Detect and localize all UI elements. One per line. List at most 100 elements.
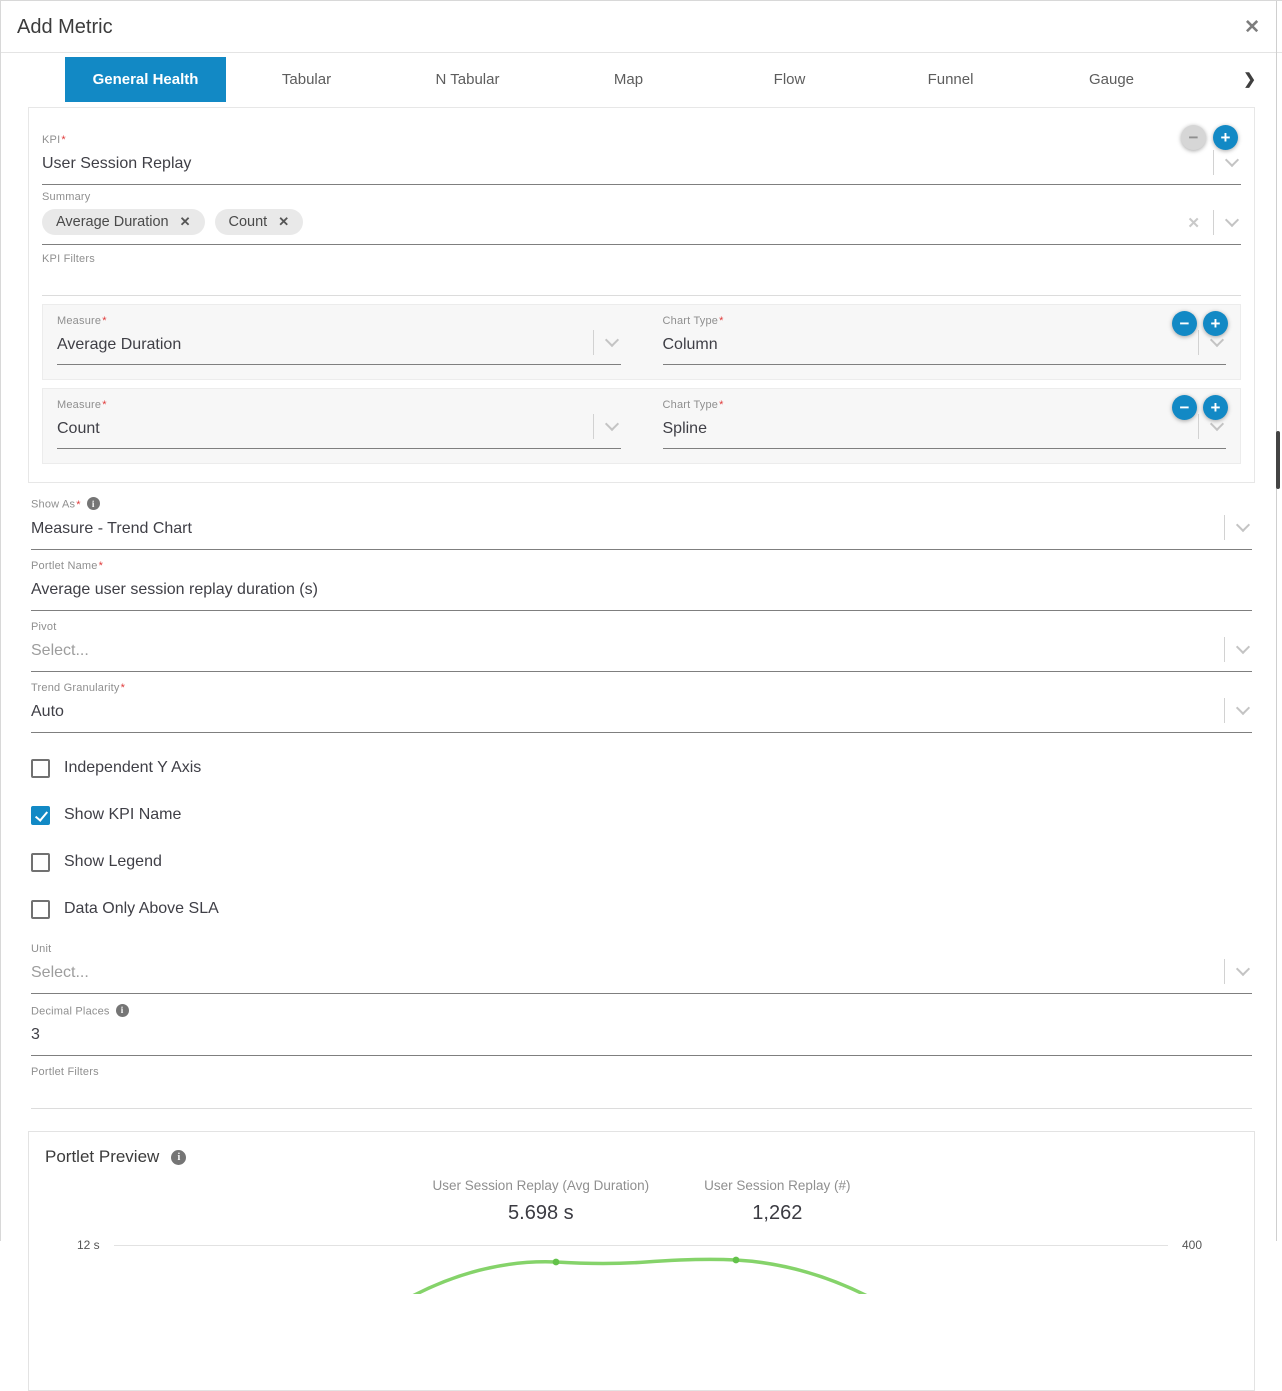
measure-row: − + Measure* Average Duration Chart Type… xyxy=(42,304,1241,380)
info-icon: i xyxy=(171,1149,187,1165)
data-point-marker xyxy=(732,1256,740,1264)
info-icon: i xyxy=(86,497,100,510)
checkbox-data-only-above-sla[interactable]: Data Only Above SLA xyxy=(31,886,1252,933)
pivot-field[interactable]: Pivot Select... xyxy=(31,621,1252,672)
chevron-down-icon[interactable] xyxy=(1235,700,1251,715)
chart-type-label: Chart Type xyxy=(662,315,719,327)
close-icon[interactable]: ✕ xyxy=(1244,17,1260,38)
divider xyxy=(1224,958,1225,984)
measure-value: Average Duration xyxy=(57,336,182,353)
unit-placeholder: Select... xyxy=(31,963,89,981)
stat-label: User Session Replay (#) xyxy=(704,1178,851,1193)
portlet-filters-field[interactable]: Portlet Filters xyxy=(31,1066,1252,1109)
kpi-filters-field[interactable]: KPI Filters xyxy=(42,253,1241,296)
scrollbar-thumb[interactable] xyxy=(1276,431,1280,489)
checkbox-icon[interactable] xyxy=(31,852,50,872)
chip-remove-icon[interactable]: ✕ xyxy=(179,214,191,229)
divider xyxy=(1213,210,1214,235)
remove-measure-button[interactable]: − xyxy=(1172,395,1197,420)
add-measure-button[interactable]: + xyxy=(1203,311,1228,336)
chevron-down-icon[interactable] xyxy=(604,416,619,432)
tab-bar: General Health Tabular N Tabular Map Flo… xyxy=(1,53,1282,105)
unit-field[interactable]: Unit Select... xyxy=(31,943,1252,994)
tab-gauge[interactable]: Gauge xyxy=(1088,70,1135,88)
checkbox-independent-y-axis[interactable]: Independent Y Axis xyxy=(31,745,1252,792)
measure-field[interactable]: Measure* Average Duration xyxy=(57,315,621,365)
gridline xyxy=(113,1244,1168,1246)
plus-icon: + xyxy=(1220,128,1231,147)
chevron-down-icon[interactable] xyxy=(1235,639,1251,654)
remove-kpi-button[interactable]: − xyxy=(1181,125,1206,150)
kpi-group: − + KPI* User Session Replay Summary Ave… xyxy=(28,107,1255,483)
required-marker: * xyxy=(719,315,724,327)
chevron-down-icon[interactable] xyxy=(1235,517,1251,532)
pivot-placeholder: Select... xyxy=(31,641,89,659)
trend-granularity-field[interactable]: Trend Granularity* Auto xyxy=(31,682,1252,733)
checkbox-icon[interactable] xyxy=(31,758,50,778)
chevron-down-icon[interactable] xyxy=(1224,212,1240,228)
kpi-label: KPI xyxy=(42,134,61,146)
show-as-field[interactable]: Show As* i Measure - Trend Chart xyxy=(31,497,1252,550)
checkbox-label: Show Legend xyxy=(64,853,162,870)
measure-label: Measure xyxy=(57,315,102,327)
checkbox-icon[interactable] xyxy=(31,899,50,919)
required-marker: * xyxy=(102,399,107,411)
tab-general-health[interactable]: General Health xyxy=(65,56,226,102)
unit-label: Unit xyxy=(31,942,52,955)
divider xyxy=(1224,514,1225,540)
chip-remove-icon[interactable]: ✕ xyxy=(278,214,290,229)
chevron-down-icon[interactable] xyxy=(1224,152,1240,168)
divider xyxy=(592,414,594,439)
checkbox-checked-icon[interactable] xyxy=(31,805,50,825)
measure-value: Count xyxy=(57,420,100,437)
summary-field[interactable]: Summary Average Duration ✕ Count ✕ ✕ xyxy=(42,191,1241,245)
kpi-filters-label: KPI Filters xyxy=(42,253,95,265)
checkbox-label: Data Only Above SLA xyxy=(64,900,219,917)
measure-field[interactable]: Measure* Count xyxy=(57,399,621,449)
tab-n-tabular[interactable]: N Tabular xyxy=(435,70,500,88)
trend-granularity-label: Trend Granularity xyxy=(31,681,120,694)
y-axis-left-tick: 12 s xyxy=(77,1238,100,1252)
tab-tabular[interactable]: Tabular xyxy=(281,70,332,88)
measure-label: Measure xyxy=(57,399,102,411)
measure-row: − + Measure* Count Chart Type* Spline xyxy=(42,388,1241,464)
chart-type-field[interactable]: Chart Type* Column xyxy=(662,315,1226,365)
chip-label: Count xyxy=(228,214,268,230)
add-measure-button[interactable]: + xyxy=(1203,395,1228,420)
decimal-places-field[interactable]: Decimal Places i 3 xyxy=(31,1003,1252,1056)
tab-flow[interactable]: Flow xyxy=(773,70,806,88)
required-marker: * xyxy=(102,315,107,327)
kpi-field[interactable]: KPI* User Session Replay xyxy=(42,134,1241,185)
required-marker: * xyxy=(61,134,66,146)
tabs-next-icon[interactable]: ❯ xyxy=(1243,71,1256,88)
page-title: Add Metric xyxy=(17,16,113,38)
portlet-name-field[interactable]: Portlet Name* Average user session repla… xyxy=(31,560,1252,611)
chevron-down-icon[interactable] xyxy=(1235,961,1251,976)
divider xyxy=(1198,330,1199,355)
portlet-name-label: Portlet Name xyxy=(31,559,98,572)
clear-icon[interactable]: ✕ xyxy=(1187,214,1200,232)
add-kpi-button[interactable]: + xyxy=(1213,125,1238,150)
minus-icon: − xyxy=(1179,314,1190,333)
tab-funnel[interactable]: Funnel xyxy=(927,70,974,88)
plus-icon: + xyxy=(1210,314,1221,333)
portlet-name-value: Average user session replay duration (s) xyxy=(31,580,318,598)
decimal-places-label: Decimal Places xyxy=(31,1005,110,1017)
checkbox-label: Independent Y Axis xyxy=(64,759,202,776)
divider xyxy=(1224,636,1225,662)
required-marker: * xyxy=(76,498,81,511)
tab-map[interactable]: Map xyxy=(613,70,644,88)
chip-count: Count ✕ xyxy=(214,209,304,235)
decimal-places-value: 3 xyxy=(31,1026,40,1043)
kpi-value: User Session Replay xyxy=(42,155,192,172)
checkbox-show-legend[interactable]: Show Legend xyxy=(31,839,1252,886)
checkbox-show-kpi-name[interactable]: Show KPI Name xyxy=(31,792,1252,839)
chart-type-field[interactable]: Chart Type* Spline xyxy=(662,399,1226,449)
required-marker: * xyxy=(719,399,724,411)
trend-granularity-value: Auto xyxy=(31,702,64,720)
portlet-filters-label: Portlet Filters xyxy=(31,1066,99,1078)
remove-measure-button[interactable]: − xyxy=(1172,311,1197,336)
chevron-down-icon[interactable] xyxy=(604,332,619,348)
stat-avg-duration: User Session Replay (Avg Duration) 5.698… xyxy=(433,1178,650,1225)
pivot-label: Pivot xyxy=(31,620,57,633)
